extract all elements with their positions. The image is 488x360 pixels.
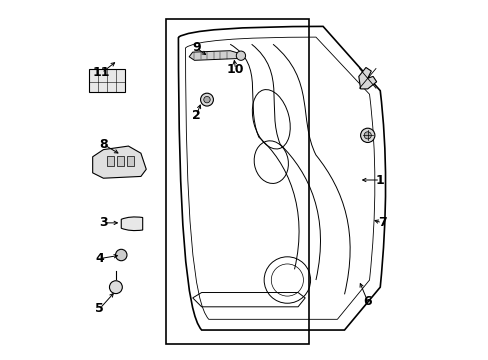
Text: 10: 10	[226, 63, 244, 76]
Text: 4: 4	[95, 252, 104, 265]
Bar	[127, 156, 134, 166]
PathPatch shape	[93, 146, 146, 178]
Text: 1: 1	[375, 174, 384, 186]
Circle shape	[115, 249, 127, 261]
Bar	[165, 19, 308, 344]
Bar	[89, 69, 124, 93]
Text: 8: 8	[99, 138, 107, 151]
Circle shape	[236, 51, 245, 60]
Circle shape	[360, 128, 374, 143]
Text: 6: 6	[363, 295, 371, 308]
Circle shape	[364, 132, 370, 139]
Circle shape	[203, 96, 210, 103]
Bar	[107, 156, 114, 166]
Bar	[117, 156, 124, 166]
PathPatch shape	[189, 51, 237, 60]
PathPatch shape	[121, 217, 142, 231]
Circle shape	[109, 281, 122, 294]
Text: 5: 5	[95, 302, 104, 315]
Text: 2: 2	[191, 109, 200, 122]
Text: 11: 11	[93, 66, 110, 79]
Text: 9: 9	[192, 41, 200, 54]
PathPatch shape	[358, 67, 376, 89]
Text: 3: 3	[99, 216, 107, 229]
Text: 7: 7	[377, 216, 386, 229]
Circle shape	[200, 93, 213, 106]
